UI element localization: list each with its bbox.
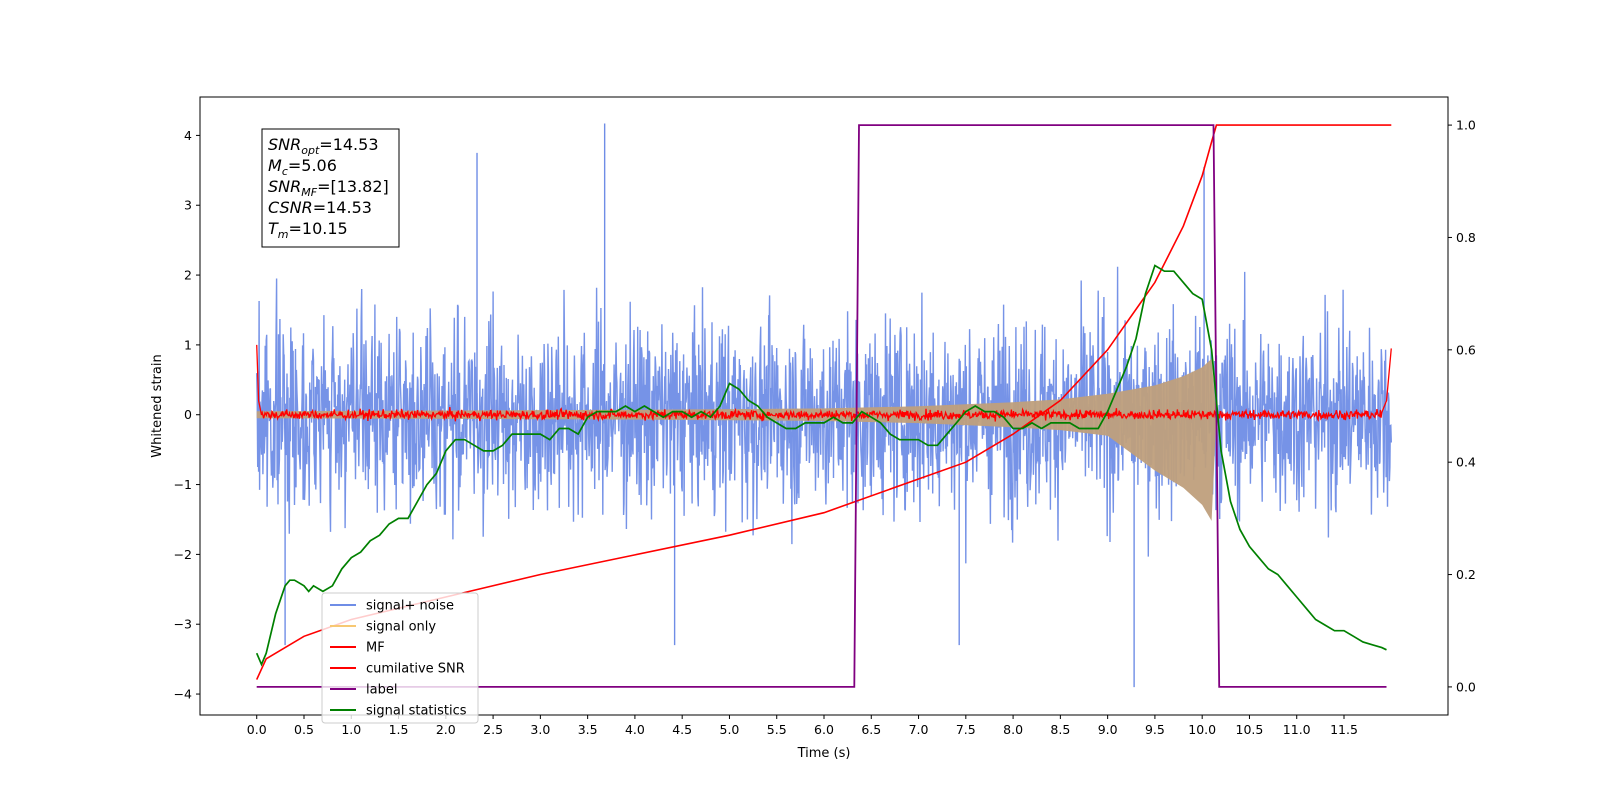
y2-tick-label: 0.8 <box>1456 230 1476 245</box>
x-tick-label: 9.0 <box>1098 722 1118 737</box>
x-tick-label: 6.5 <box>861 722 881 737</box>
x-tick-label: 7.5 <box>956 722 976 737</box>
mf-line <box>256 344 1392 423</box>
y-axis-label: Whitened strain <box>150 354 165 457</box>
series-mf <box>256 344 1392 423</box>
signal-statistics-line <box>255 264 1387 667</box>
x-tick-label: 0.5 <box>294 722 314 737</box>
y-tick-label: 0 <box>184 407 192 422</box>
annotation-snr-mf: SNRMF=[13.82] <box>268 177 389 199</box>
x-tick-label: 9.5 <box>1145 722 1165 737</box>
y-axis-right: 1.0 0.8 0.6 0.4 0.2 0.0 <box>1448 118 1476 694</box>
x-tick-label: 11.0 <box>1283 722 1311 737</box>
y-tick-label: −3 <box>174 617 192 632</box>
legend-frame <box>321 592 479 724</box>
y-tick-label: 4 <box>184 128 192 143</box>
x-tick-label: 2.0 <box>436 722 456 737</box>
x-tick-label: 5.0 <box>720 722 740 737</box>
y2-tick-label: 0.2 <box>1456 567 1476 582</box>
x-tick-label: 5.5 <box>767 722 787 737</box>
x-tick-label: 1.0 <box>341 722 361 737</box>
y2-tick-label: 0.0 <box>1456 679 1476 694</box>
annotation-csnr: CSNR=14.53 <box>268 198 372 217</box>
x-tick-label: 3.0 <box>530 722 550 737</box>
label-line <box>256 124 1387 688</box>
annotation-frame <box>261 128 400 248</box>
x-tick-label: 2.5 <box>483 722 503 737</box>
y2-tick-label: 0.4 <box>1456 455 1476 470</box>
plot-area <box>255 123 1392 688</box>
y-tick-label: −4 <box>174 687 192 702</box>
legend-label: signal only <box>366 620 436 635</box>
legend-label: signal statistics <box>366 704 467 719</box>
y2-tick-label: 1.0 <box>1456 118 1476 133</box>
stats-annotation-box: SNRopt=14.53 Mc=5.06 SNRMF=[13.82] CSNR=… <box>261 128 400 248</box>
x-tick-label: 1.5 <box>389 722 409 737</box>
x-tick-label: 6.0 <box>814 722 834 737</box>
x-tick-label: 11.5 <box>1330 722 1358 737</box>
y-tick-label: −1 <box>174 477 192 492</box>
legend-label: signal+ noise <box>366 599 454 614</box>
legend-label: MF <box>366 641 385 656</box>
annotation-tm: Tm=10.15 <box>268 219 348 241</box>
x-axis-label: Time (s) <box>797 746 851 761</box>
y2-tick-label: 0.6 <box>1456 342 1476 357</box>
x-tick-label: 3.5 <box>578 722 598 737</box>
y-tick-label: 2 <box>184 268 192 283</box>
x-tick-label: 4.0 <box>625 722 645 737</box>
x-tick-label: 8.0 <box>1003 722 1023 737</box>
x-tick-label: 7.0 <box>909 722 929 737</box>
legend: signal+ noise signal only MF cumilative SNR… <box>321 592 479 724</box>
x-tick-label: 10.0 <box>1188 722 1216 737</box>
y-axis-left: 4 3 2 1 0 −1 −2 −3 −4 <box>174 128 200 702</box>
legend-label: label <box>366 683 397 698</box>
x-tick-label: 4.5 <box>672 722 692 737</box>
annotation-snr-opt: SNRopt=14.53 <box>268 135 379 157</box>
legend-label: cumilative SNR <box>366 662 465 677</box>
series-label <box>256 124 1387 688</box>
x-axis: 0.0 0.5 1.0 1.5 2.0 2.5 3.0 3.5 4.0 4.5 5.0 5.5 6.0 6… <box>247 715 1358 737</box>
y-tick-label: 1 <box>184 337 192 352</box>
x-tick-label: 0.0 <box>247 722 267 737</box>
x-tick-label: 8.5 <box>1050 722 1070 737</box>
series-signal-statistics <box>255 264 1387 667</box>
y-tick-label: −2 <box>174 547 192 562</box>
y-tick-label: 3 <box>184 198 192 213</box>
x-tick-label: 10.5 <box>1236 722 1264 737</box>
annotation-mc: Mc=5.06 <box>268 156 337 178</box>
